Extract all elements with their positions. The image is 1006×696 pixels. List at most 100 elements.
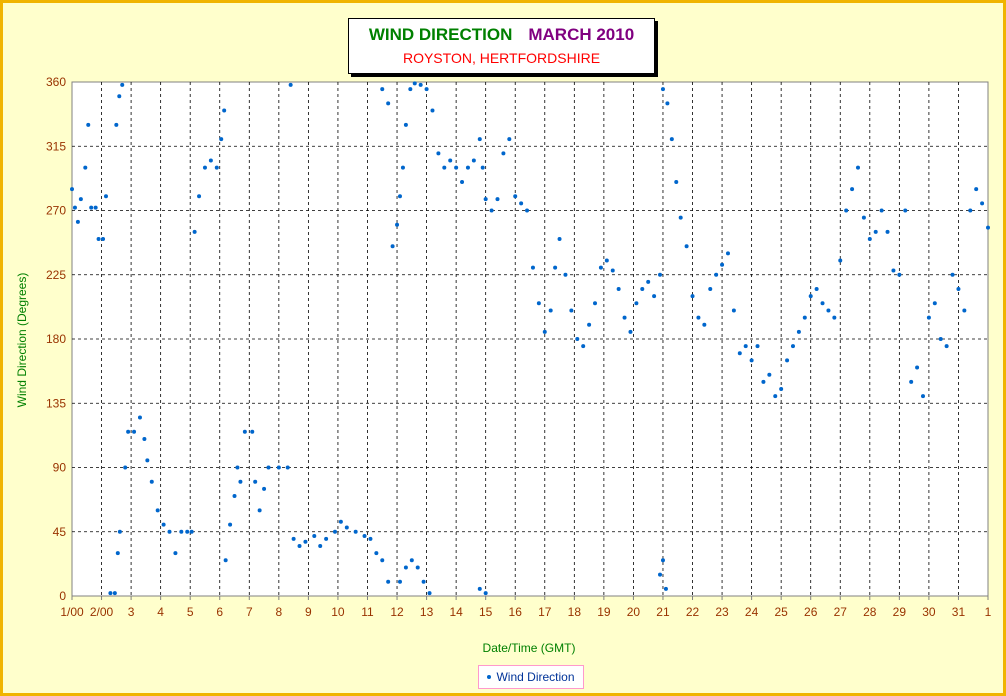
data-point xyxy=(587,322,592,327)
x-tick-label: 18 xyxy=(568,605,582,619)
data-point xyxy=(353,529,358,534)
data-point xyxy=(622,315,627,320)
data-point xyxy=(507,137,512,142)
data-point xyxy=(779,386,784,391)
data-point xyxy=(465,165,470,170)
y-tick-label: 135 xyxy=(46,396,66,410)
data-point xyxy=(257,508,262,513)
data-point xyxy=(483,591,488,596)
data-point xyxy=(660,558,665,563)
data-point xyxy=(477,137,482,142)
data-point xyxy=(418,82,423,87)
data-point xyxy=(956,287,961,292)
data-point xyxy=(855,165,860,170)
data-point xyxy=(879,208,884,213)
data-point xyxy=(593,301,598,306)
data-point xyxy=(386,101,391,106)
data-point xyxy=(197,194,202,199)
data-point xyxy=(117,529,122,534)
data-point xyxy=(266,465,271,470)
data-point xyxy=(427,591,432,596)
x-tick-label: 19 xyxy=(597,605,611,619)
x-tick-label: 23 xyxy=(715,605,729,619)
data-point xyxy=(117,94,122,99)
data-point xyxy=(262,486,267,491)
data-point xyxy=(519,201,524,206)
data-point xyxy=(808,294,813,299)
data-point xyxy=(826,308,831,313)
data-point xyxy=(380,558,385,563)
data-point xyxy=(397,579,402,584)
data-point xyxy=(525,208,530,213)
data-point xyxy=(430,108,435,113)
data-point xyxy=(773,394,778,399)
data-point xyxy=(665,101,670,106)
data-point xyxy=(548,308,553,313)
data-point xyxy=(513,194,518,199)
data-point xyxy=(838,258,843,263)
x-tick-label: 13 xyxy=(420,605,434,619)
x-axis-title: Date/Time (GMT) xyxy=(483,641,576,655)
data-point xyxy=(790,344,795,349)
data-point xyxy=(785,358,790,363)
y-tick-label: 270 xyxy=(46,204,66,218)
data-point xyxy=(669,137,674,142)
data-point xyxy=(598,265,603,270)
x-tick-label: 16 xyxy=(509,605,523,619)
data-point xyxy=(228,522,233,527)
data-point xyxy=(646,279,651,284)
data-point xyxy=(409,558,414,563)
data-point xyxy=(832,315,837,320)
x-tick-label: 21 xyxy=(656,605,670,619)
data-point xyxy=(720,262,725,267)
data-point xyxy=(397,194,402,199)
data-point xyxy=(202,165,207,170)
data-point xyxy=(114,122,119,127)
data-point xyxy=(575,337,580,341)
data-point xyxy=(185,529,190,534)
data-point xyxy=(288,82,293,87)
data-point xyxy=(980,201,985,206)
data-point xyxy=(926,315,931,320)
grid-lines xyxy=(72,82,988,596)
x-tick-label: 24 xyxy=(745,605,759,619)
data-point xyxy=(986,225,990,230)
data-point xyxy=(424,87,429,92)
x-tick-label: 15 xyxy=(479,605,493,619)
x-tick-label: 30 xyxy=(922,605,936,619)
data-point xyxy=(489,208,494,213)
y-tick-label: 90 xyxy=(53,461,67,475)
data-point xyxy=(731,308,736,313)
legend: Wind Direction xyxy=(478,665,584,689)
data-point xyxy=(103,194,108,199)
data-point xyxy=(208,158,213,163)
data-point xyxy=(155,508,160,513)
data-point xyxy=(696,315,701,320)
data-point xyxy=(403,565,408,570)
data-point xyxy=(192,229,197,234)
data-point xyxy=(72,205,77,210)
data-point xyxy=(553,265,558,270)
data-point xyxy=(802,315,807,320)
data-point xyxy=(604,258,609,263)
data-point xyxy=(634,301,639,306)
x-tick-label: 8 xyxy=(275,605,282,619)
data-point xyxy=(495,197,500,202)
data-point xyxy=(344,525,349,530)
data-point xyxy=(743,344,748,349)
data-point xyxy=(915,365,920,370)
data-point xyxy=(690,294,695,299)
data-point xyxy=(390,244,395,249)
data-point xyxy=(189,529,194,534)
data-point xyxy=(628,329,633,334)
data-point xyxy=(658,572,663,577)
data-point xyxy=(324,536,329,541)
data-point xyxy=(796,329,801,334)
data-point xyxy=(684,244,689,249)
data-point xyxy=(932,301,937,306)
data-point xyxy=(530,265,535,270)
x-tick-label: 11 xyxy=(361,605,374,619)
data-point xyxy=(714,272,719,277)
y-tick-label: 360 xyxy=(46,75,66,89)
data-point xyxy=(386,579,391,584)
